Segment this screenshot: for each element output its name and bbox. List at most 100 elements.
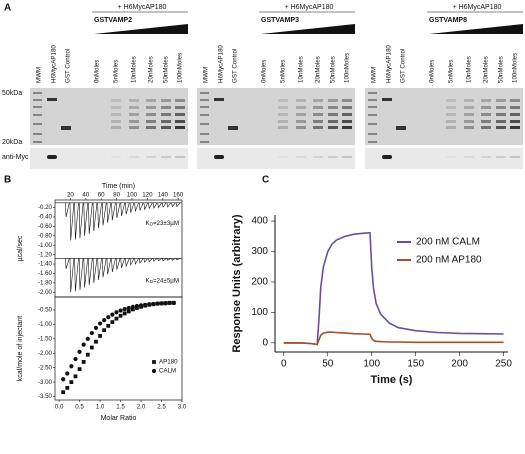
x-axis-title: Time (min) <box>102 183 135 190</box>
band <box>313 113 323 116</box>
band <box>368 123 377 125</box>
injection-peak <box>111 258 116 273</box>
lane-label: GST Control <box>65 49 72 83</box>
y-tick-label: -3.50 <box>38 393 53 400</box>
y-tick-label: -1.20 <box>38 251 53 258</box>
y-tick-label: -2.00 <box>38 289 53 296</box>
x-tick-label: 20 <box>67 192 74 199</box>
point <box>171 300 176 306</box>
injection-peak <box>83 258 89 288</box>
injection-peak <box>175 258 181 261</box>
y-tick-label: 400 <box>251 216 268 227</box>
point <box>110 312 115 317</box>
band <box>382 155 392 159</box>
band <box>129 113 139 116</box>
band <box>396 126 406 130</box>
y-tick-label: 200 <box>251 277 268 288</box>
band <box>111 106 121 109</box>
band <box>342 99 352 102</box>
band <box>161 106 171 109</box>
band <box>278 99 288 102</box>
panel-label: C <box>262 175 269 186</box>
band <box>175 106 185 109</box>
injection-peak <box>65 258 70 269</box>
y-tick-label: -0.40 <box>38 214 53 221</box>
injection-peak <box>157 202 162 209</box>
band <box>228 126 238 130</box>
band <box>296 106 306 109</box>
injection-peak <box>102 202 107 226</box>
band <box>200 141 209 143</box>
band <box>481 106 491 109</box>
injection-peak <box>111 202 116 221</box>
lane-label: 5nMoles <box>448 60 455 83</box>
lane-label: 0nMoles <box>429 60 436 83</box>
band <box>446 99 456 102</box>
injection-peak <box>166 258 172 261</box>
point <box>110 320 115 325</box>
point <box>102 328 107 333</box>
lane-label: 50nMoles <box>330 56 337 83</box>
band <box>464 106 474 109</box>
injection-peak <box>115 258 121 270</box>
point <box>130 307 135 312</box>
band <box>464 126 474 129</box>
band <box>200 123 209 125</box>
injection-peak <box>162 258 167 262</box>
band <box>368 133 377 135</box>
point <box>69 364 74 369</box>
band <box>342 120 352 123</box>
injection-peak <box>78 202 84 239</box>
injection-peak <box>143 202 149 211</box>
injection-peak <box>106 258 112 275</box>
point <box>143 302 148 307</box>
legend-label: 200 nM AP180 <box>416 255 482 266</box>
lane-label: 5nMoles <box>280 60 287 83</box>
lane-label: 5nMoles <box>113 60 120 83</box>
point <box>69 380 74 385</box>
band <box>161 156 171 158</box>
band <box>111 120 121 123</box>
band <box>278 113 288 116</box>
injection-peak <box>134 202 139 212</box>
band <box>313 156 323 158</box>
band <box>129 120 139 123</box>
series-line <box>283 231 504 346</box>
band <box>446 120 456 123</box>
x-tick-label: 140 <box>158 192 169 199</box>
annotation-symbol: K <box>146 277 151 284</box>
injection-peak <box>120 258 125 268</box>
point <box>89 345 94 350</box>
lane-label: 10nMoles <box>131 56 138 83</box>
band <box>328 99 338 102</box>
lane-label: H6MycAP180 <box>218 45 225 83</box>
point <box>97 321 103 326</box>
band <box>111 113 121 116</box>
titrant-label: GSTVAMP2 <box>94 17 132 24</box>
band <box>33 106 42 108</box>
y-tick-label: -0.50 <box>38 307 53 314</box>
y-tick-label: -2.50 <box>38 364 53 371</box>
band <box>446 106 456 109</box>
injection-peak <box>74 258 79 292</box>
lane-label: 50nMoles <box>498 56 505 83</box>
annotation: KD=24±5µM <box>146 277 179 284</box>
band <box>368 141 377 143</box>
band <box>296 99 306 102</box>
legend-swatch <box>151 368 157 374</box>
point <box>114 310 119 315</box>
band <box>146 106 156 109</box>
band <box>296 120 306 123</box>
injection-peak <box>148 258 153 263</box>
marker-label: 20kDa <box>2 139 22 146</box>
lane-label: 0nMoles <box>94 60 101 83</box>
band <box>510 156 520 158</box>
injection-peak <box>152 202 158 209</box>
point <box>114 316 119 321</box>
injection-peak <box>171 202 176 208</box>
band <box>278 126 288 129</box>
point <box>130 304 135 309</box>
lane-label: GST Control <box>400 49 407 83</box>
y-tick-label: 0 <box>262 338 268 349</box>
band <box>496 113 506 116</box>
